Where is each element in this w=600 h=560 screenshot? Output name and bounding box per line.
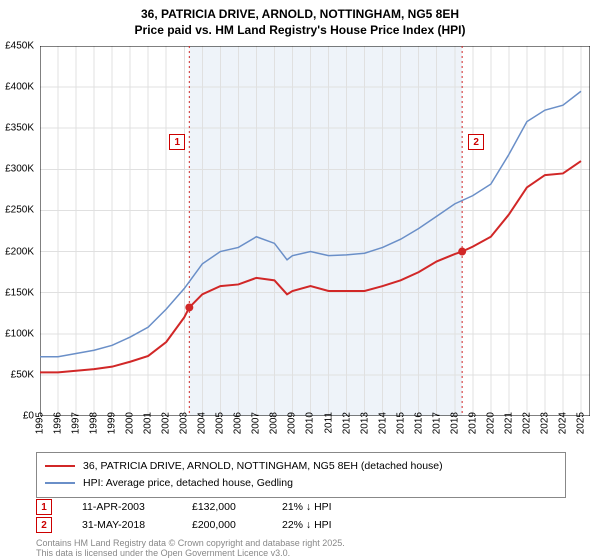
x-tick-label: 2003	[179, 412, 190, 434]
legend-row-hpi: HPI: Average price, detached house, Gedl…	[45, 475, 557, 492]
x-tick-label: 1999	[107, 412, 118, 434]
callout-1-num: 1	[175, 137, 181, 148]
x-tick-label: 2025	[575, 412, 586, 434]
x-tick-label: 2016	[413, 412, 424, 434]
x-tick-label: 2017	[431, 412, 442, 434]
y-tick-label: £150K	[5, 287, 34, 298]
callout-2-date: 31-MAY-2018	[82, 519, 192, 531]
x-tick-label: 2000	[125, 412, 136, 434]
attribution-line-1: Contains HM Land Registry data © Crown c…	[36, 538, 345, 548]
y-tick-label: £350K	[5, 123, 34, 134]
callout-box-1: 1	[36, 499, 52, 515]
x-tick-label: 1998	[89, 412, 100, 434]
x-tick-label: 2013	[359, 412, 370, 434]
legend-swatch-hpi	[45, 482, 75, 484]
x-tick-label: 1995	[35, 412, 46, 434]
y-tick-label: £300K	[5, 164, 34, 175]
callout-1-price: £132,000	[192, 501, 282, 513]
x-tick-label: 2010	[305, 412, 316, 434]
y-tick-label: £200K	[5, 246, 34, 257]
callout-row-2: 2 31-MAY-2018 £200,000 22% ↓ HPI	[36, 516, 566, 534]
chart-area: 1 2 £0£50K£100K£150K£200K£250K£300K£350K…	[40, 46, 590, 416]
legend-row-price: 36, PATRICIA DRIVE, ARNOLD, NOTTINGHAM, …	[45, 458, 557, 475]
attribution: Contains HM Land Registry data © Crown c…	[36, 538, 345, 559]
x-tick-label: 1996	[53, 412, 64, 434]
x-tick-label: 2001	[143, 412, 154, 434]
y-tick-label: £100K	[5, 328, 34, 339]
x-tick-label: 2009	[287, 412, 298, 434]
title-line-2: Price paid vs. HM Land Registry's House …	[0, 22, 600, 38]
line-chart	[40, 46, 590, 416]
callout-1: 1	[169, 134, 185, 150]
x-tick-label: 2021	[503, 412, 514, 434]
x-tick-label: 2006	[233, 412, 244, 434]
y-tick-label: £50K	[11, 369, 34, 380]
y-tick-label: £400K	[5, 82, 34, 93]
x-tick-label: 2022	[521, 412, 532, 434]
callout-2: 2	[468, 134, 484, 150]
callout-2-num: 2	[473, 137, 479, 148]
legend: 36, PATRICIA DRIVE, ARNOLD, NOTTINGHAM, …	[36, 452, 566, 498]
x-tick-label: 2020	[485, 412, 496, 434]
y-tick-label: £250K	[5, 205, 34, 216]
x-tick-label: 2005	[215, 412, 226, 434]
callout-row-1: 1 11-APR-2003 £132,000 21% ↓ HPI	[36, 498, 566, 516]
attribution-line-2: This data is licensed under the Open Gov…	[36, 548, 345, 558]
callout-table: 1 11-APR-2003 £132,000 21% ↓ HPI 2 31-MA…	[36, 498, 566, 534]
x-tick-label: 2023	[539, 412, 550, 434]
legend-label-price: 36, PATRICIA DRIVE, ARNOLD, NOTTINGHAM, …	[83, 458, 443, 475]
x-tick-label: 2004	[197, 412, 208, 434]
x-tick-label: 2019	[467, 412, 478, 434]
title-line-1: 36, PATRICIA DRIVE, ARNOLD, NOTTINGHAM, …	[0, 6, 600, 22]
x-tick-label: 2024	[557, 412, 568, 434]
callout-1-hpi: 21% ↓ HPI	[282, 501, 332, 513]
legend-label-hpi: HPI: Average price, detached house, Gedl…	[83, 475, 293, 492]
x-tick-label: 2002	[161, 412, 172, 434]
x-tick-label: 2014	[377, 412, 388, 434]
legend-swatch-price	[45, 465, 75, 467]
y-tick-label: £0	[23, 411, 34, 422]
x-tick-label: 2007	[251, 412, 262, 434]
y-tick-label: £450K	[5, 41, 34, 52]
x-tick-label: 1997	[71, 412, 82, 434]
chart-title: 36, PATRICIA DRIVE, ARNOLD, NOTTINGHAM, …	[0, 0, 600, 38]
x-tick-label: 2008	[269, 412, 280, 434]
callout-box-2: 2	[36, 517, 52, 533]
callout-2-price: £200,000	[192, 519, 282, 531]
x-tick-label: 2011	[323, 412, 334, 434]
callout-1-date: 11-APR-2003	[82, 501, 192, 513]
x-tick-label: 2015	[395, 412, 406, 434]
x-tick-label: 2018	[449, 412, 460, 434]
chart-container: 36, PATRICIA DRIVE, ARNOLD, NOTTINGHAM, …	[0, 0, 600, 560]
callout-2-hpi: 22% ↓ HPI	[282, 519, 332, 531]
x-tick-label: 2012	[341, 412, 352, 434]
